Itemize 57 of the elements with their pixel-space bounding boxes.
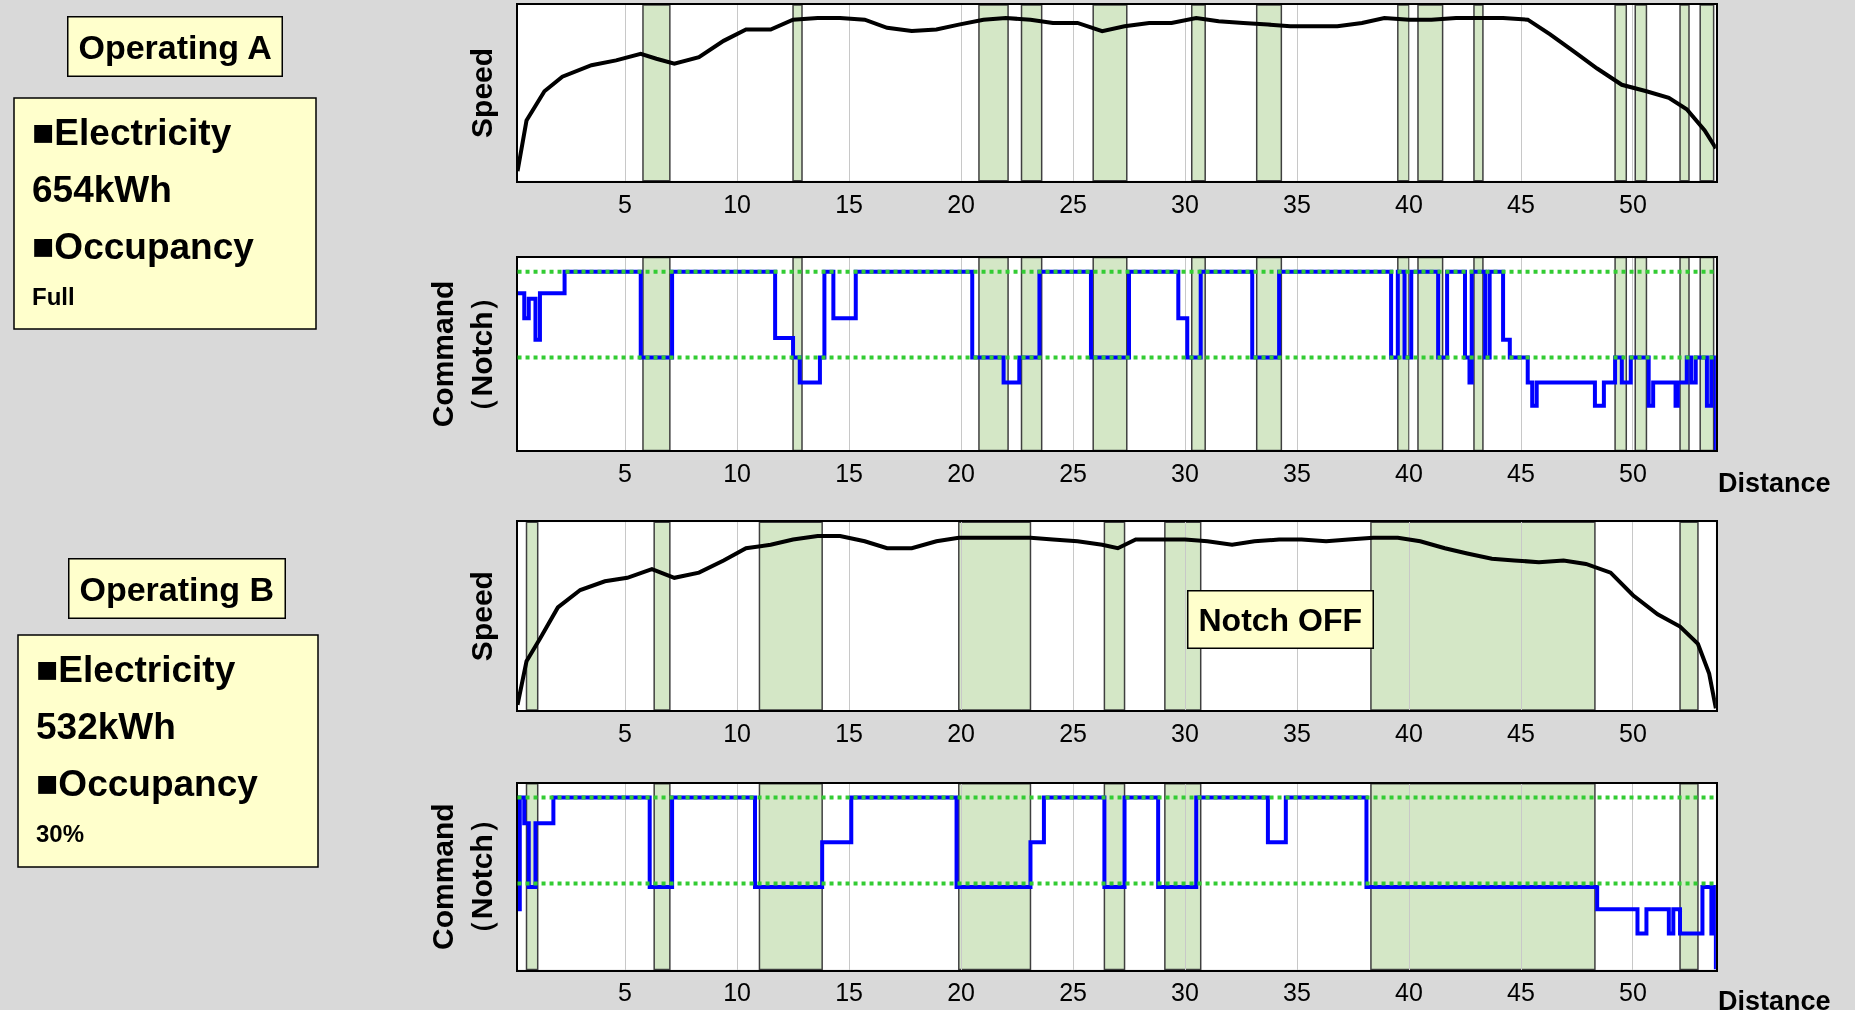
x-tick-label: 10: [723, 718, 751, 747]
x-tick-label: 15: [835, 718, 863, 747]
x-tick-label: 20: [947, 718, 975, 747]
x-tick-label: 25: [1059, 978, 1087, 1007]
x-tick-label: 10: [723, 459, 751, 488]
x-tick-label: 30: [1171, 459, 1199, 488]
x-tick-label: 15: [835, 189, 863, 218]
x-tick-label: 50: [1619, 978, 1647, 1007]
x-tick-label: 20: [947, 459, 975, 488]
x-tick-label: 50: [1619, 459, 1647, 488]
x-tick-label: 40: [1395, 189, 1423, 218]
x-tick-label: 20: [947, 189, 975, 218]
x-tick-label: 10: [723, 978, 751, 1007]
annotation: Notch OFF: [1198, 601, 1363, 638]
text: ■Occupancy: [32, 226, 255, 267]
x-tick-label: 25: [1059, 459, 1087, 488]
x-tick-label: 40: [1395, 718, 1423, 747]
x-tick-label: 35: [1283, 978, 1311, 1007]
x-tick-label: 35: [1283, 459, 1311, 488]
x-tick-label: 45: [1507, 718, 1535, 747]
text: ■Electricity: [32, 112, 232, 153]
text: 30%: [36, 820, 85, 847]
x-tick-label: 30: [1171, 718, 1199, 747]
x-tick-label: 50: [1619, 718, 1647, 747]
x-tick-label: 30: [1171, 189, 1199, 218]
text: Full: [32, 283, 75, 310]
x-tick-label: 40: [1395, 459, 1423, 488]
x-axis-title: Distance: [1718, 986, 1831, 1010]
x-tick-label: 10: [723, 189, 751, 218]
x-axis-title: Distance: [1718, 468, 1831, 498]
x-tick-label: 20: [947, 978, 975, 1007]
text: 532kWh: [36, 706, 176, 747]
x-tick-label: 15: [835, 459, 863, 488]
text: Operating A: [78, 27, 272, 66]
y-axis-title: Command （Notch）: [426, 803, 499, 951]
x-tick-label: 35: [1283, 718, 1311, 747]
x-tick-label: 15: [835, 978, 863, 1007]
x-tick-label: 5: [618, 189, 633, 218]
x-tick-label: 45: [1507, 978, 1535, 1007]
x-tick-label: 50: [1619, 189, 1647, 218]
x-tick-label: 45: [1507, 459, 1535, 488]
x-tick-label: 5: [618, 978, 633, 1007]
text: Operating B: [79, 569, 275, 608]
x-tick-label: 5: [618, 459, 633, 488]
y-axis-title: Command （Notch）: [426, 280, 499, 428]
x-tick-label: 5: [618, 718, 633, 747]
text: ■Occupancy: [36, 763, 259, 804]
x-tick-label: 25: [1059, 718, 1087, 747]
y-axis-title: Speed: [465, 47, 499, 138]
x-tick-label: 45: [1507, 189, 1535, 218]
x-tick-label: 30: [1171, 978, 1199, 1007]
text: 654kWh: [32, 169, 172, 210]
x-tick-label: 35: [1283, 189, 1311, 218]
x-tick-label: 40: [1395, 978, 1423, 1007]
y-axis-title: Speed: [465, 571, 499, 662]
text: ■Electricity: [36, 649, 236, 690]
x-tick-label: 25: [1059, 189, 1087, 218]
